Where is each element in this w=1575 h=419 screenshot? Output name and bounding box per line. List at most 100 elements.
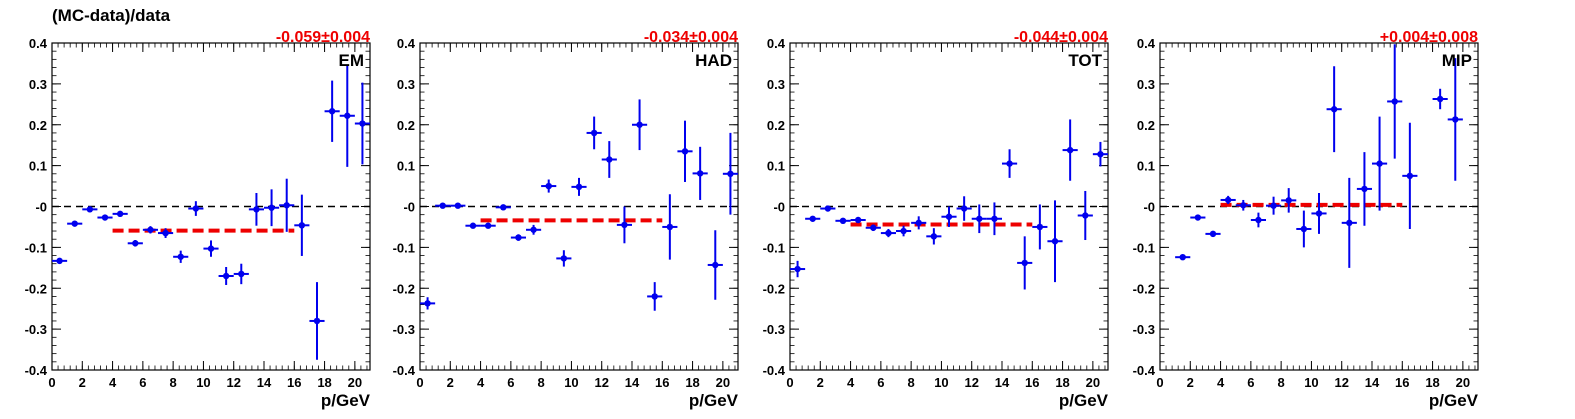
data-point (1062, 119, 1078, 181)
data-point (1281, 188, 1297, 213)
point-marker (945, 213, 953, 220)
point-marker (1194, 214, 1202, 221)
point-marker (621, 221, 628, 229)
x-axis-title: p/GeV (321, 391, 371, 410)
y-tick-label: 0.3 (767, 77, 785, 92)
point-marker (794, 265, 801, 273)
data-point (142, 226, 158, 234)
data-point (450, 202, 466, 209)
point-marker (560, 255, 568, 262)
panel-label: EM (339, 51, 365, 70)
x-tick-label: 14 (625, 375, 640, 390)
x-tick-label: 10 (1304, 375, 1318, 390)
panel-label: TOT (1068, 51, 1102, 70)
x-tick-label: 18 (1425, 375, 1439, 390)
point-marker (268, 204, 275, 211)
point-marker (1224, 196, 1232, 204)
point-marker (712, 261, 719, 269)
point-marker (253, 206, 260, 213)
point-marker (132, 240, 139, 247)
point-marker (1255, 216, 1262, 224)
x-tick-label: 4 (847, 375, 855, 390)
y-tick-label: 0.4 (767, 36, 786, 51)
fit-annotation: +0.004±0.008 (1380, 29, 1478, 46)
y-tick-label: -0.4 (25, 363, 48, 378)
point-marker (439, 202, 446, 209)
data-point (865, 224, 881, 232)
data-point (420, 297, 436, 310)
chart-panel-tot: -0.4 -0.3 -0.2 -0.1 -0 0.1 0.2 0.3 0.4 0 2 4 6 8 10 12 1… (763, 29, 1109, 410)
y-tick-label: -0.1 (763, 240, 785, 255)
point-marker (900, 227, 907, 235)
x-tick-label: 16 (1025, 375, 1039, 390)
data-point (112, 210, 128, 218)
panel-label: HAD (695, 51, 732, 70)
point-marker (681, 148, 689, 155)
data-point (662, 194, 678, 260)
x-tick-label: 0 (786, 375, 793, 390)
data-point (541, 179, 557, 193)
data-point (1220, 195, 1236, 205)
x-tick-label: 8 (1278, 375, 1285, 390)
data-point (339, 64, 355, 167)
point-marker (666, 223, 674, 231)
x-tick-label: 0 (48, 375, 55, 390)
point-marker (1300, 225, 1308, 233)
data-point (218, 266, 234, 285)
data-point (279, 178, 295, 232)
data-point (601, 141, 617, 178)
x-tick-label: 14 (995, 375, 1010, 390)
data-point (97, 214, 113, 221)
point-marker (1240, 202, 1247, 209)
point-marker (192, 205, 200, 212)
data-point (896, 225, 912, 237)
point-marker (469, 222, 477, 229)
y-tick-label: 0.4 (1137, 36, 1156, 51)
y-tick-label: -0.2 (1133, 281, 1155, 296)
data-point (647, 282, 663, 311)
point-marker (1406, 172, 1414, 180)
data-point (248, 193, 264, 226)
point-marker (696, 170, 704, 177)
point-marker (1006, 160, 1013, 167)
y-tick-label: 0.3 (397, 77, 415, 92)
x-tick-label: 8 (908, 375, 915, 390)
data-point (616, 206, 632, 244)
point-marker (885, 229, 892, 237)
point-marker (839, 217, 847, 225)
point-marker (101, 214, 109, 221)
x-axis-title: p/GeV (689, 391, 739, 410)
x-tick-label: 18 (317, 375, 331, 390)
x-tick-label: 2 (1187, 375, 1194, 390)
point-marker (991, 215, 998, 222)
data-point (1311, 193, 1327, 234)
y-tick-label: -0.1 (393, 240, 415, 255)
data-point (1175, 253, 1191, 261)
x-tick-label: 0 (1156, 375, 1163, 390)
data-point (790, 260, 806, 278)
x-tick-label: 10 (934, 375, 948, 390)
data-point (203, 240, 219, 257)
data-point (495, 204, 511, 211)
point-marker (1036, 223, 1044, 231)
y-tick-label: 0.2 (767, 118, 785, 133)
point-marker (484, 222, 492, 229)
point-marker (530, 226, 537, 233)
point-marker (809, 215, 816, 222)
point-marker (824, 205, 832, 212)
y-tick-label: 0.1 (767, 159, 785, 174)
point-marker (1436, 95, 1444, 103)
data-point (805, 215, 821, 222)
x-tick-label: 2 (447, 375, 454, 390)
data-point (173, 250, 189, 263)
data-point (1387, 44, 1403, 159)
data-point (986, 202, 1002, 236)
x-tick-label: 12 (1334, 375, 1348, 390)
y-tick-label: -0.3 (25, 322, 47, 337)
point-marker (298, 222, 306, 229)
x-tick-label: 20 (1086, 375, 1100, 390)
point-marker (575, 183, 583, 191)
y-tick-label: -0.4 (1133, 363, 1156, 378)
data-point (926, 228, 942, 245)
x-tick-label: 16 (287, 375, 301, 390)
